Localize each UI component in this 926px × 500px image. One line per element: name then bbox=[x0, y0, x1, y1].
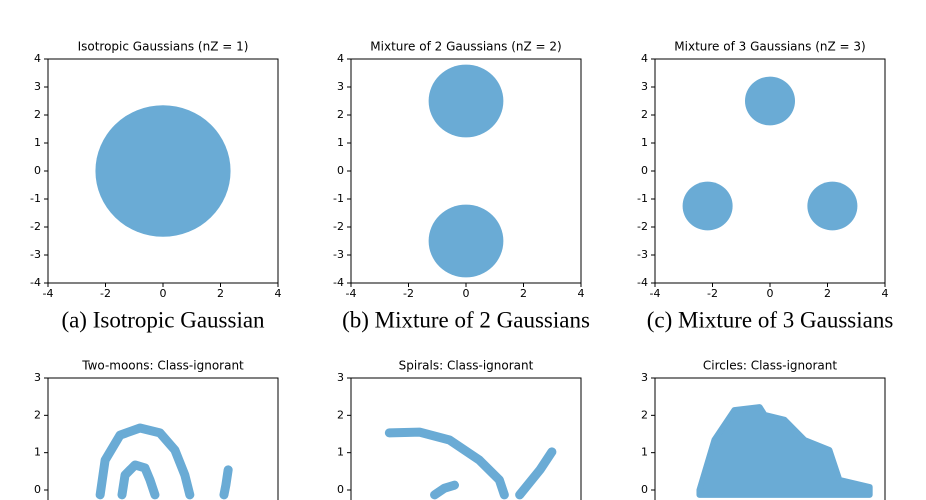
y-tick-label: 0 bbox=[641, 164, 648, 177]
y-tick-label: 2 bbox=[337, 408, 344, 421]
y-tick-label: 0 bbox=[34, 164, 41, 177]
y-tick-label: 0 bbox=[337, 164, 344, 177]
y-tick-label: -1 bbox=[637, 192, 648, 205]
y-tick-label: 4 bbox=[337, 52, 344, 65]
x-tick-label: 4 bbox=[578, 287, 585, 300]
y-tick-label: -3 bbox=[30, 248, 41, 261]
y-tick-label: 3 bbox=[337, 80, 344, 93]
y-tick-label: 0 bbox=[337, 483, 344, 496]
x-tick-label: 2 bbox=[217, 287, 224, 300]
y-tick-label: 1 bbox=[34, 446, 41, 459]
sample-curve bbox=[384, 427, 557, 500]
caption: (b) Mixture of 2 Gaussians bbox=[342, 307, 590, 332]
y-tick-label: 1 bbox=[641, 446, 648, 459]
gaussian-blob bbox=[428, 204, 504, 278]
y-tick-label: 1 bbox=[337, 446, 344, 459]
gaussian-blob bbox=[428, 64, 504, 138]
plot-frame bbox=[350, 377, 582, 500]
y-tick-label: 2 bbox=[34, 408, 41, 421]
y-tick-label: 2 bbox=[337, 108, 344, 121]
caption: (a) Isotropic Gaussian bbox=[61, 307, 265, 332]
y-tick-label: -2 bbox=[333, 220, 344, 233]
y-tick-label: 1 bbox=[641, 136, 648, 149]
y-tick-label: 0 bbox=[34, 483, 41, 496]
y-tick-label: 2 bbox=[641, 108, 648, 121]
y-tick-label: -1 bbox=[333, 192, 344, 205]
y-tick-label: -3 bbox=[637, 248, 648, 261]
y-tick-label: 3 bbox=[641, 80, 648, 93]
y-tick-label: -3 bbox=[333, 248, 344, 261]
x-tick-label: 4 bbox=[882, 287, 889, 300]
y-tick-label: 4 bbox=[34, 52, 41, 65]
y-tick-label: -1 bbox=[30, 192, 41, 205]
subplot-title: Mixture of 3 Gaussians (nZ = 3) bbox=[674, 40, 865, 54]
subplot-title: Mixture of 2 Gaussians (nZ = 2) bbox=[370, 40, 561, 54]
x-tick-label: 0 bbox=[160, 287, 167, 300]
sample-curve bbox=[95, 423, 233, 500]
subplot-title: Spirals: Class-ignorant bbox=[399, 359, 534, 373]
y-tick-label: 0 bbox=[641, 483, 648, 496]
x-tick-label: -2 bbox=[707, 287, 718, 300]
x-tick-label: -2 bbox=[100, 287, 111, 300]
x-tick-label: 2 bbox=[520, 287, 527, 300]
y-tick-label: -4 bbox=[30, 276, 41, 289]
y-tick-label: -2 bbox=[637, 220, 648, 233]
x-tick-label: 0 bbox=[463, 287, 470, 300]
y-tick-label: 3 bbox=[641, 371, 648, 384]
x-tick-label: -4 bbox=[43, 287, 54, 300]
x-tick-label: 0 bbox=[767, 287, 774, 300]
sample-area bbox=[696, 404, 873, 498]
gaussian-blob bbox=[807, 181, 858, 231]
x-tick-label: -4 bbox=[650, 287, 661, 300]
y-tick-label: -4 bbox=[637, 276, 648, 289]
y-tick-label: -2 bbox=[30, 220, 41, 233]
x-tick-label: 4 bbox=[275, 287, 282, 300]
y-tick-label: 3 bbox=[34, 371, 41, 384]
y-tick-label: 2 bbox=[641, 408, 648, 421]
x-tick-label: 2 bbox=[824, 287, 831, 300]
y-tick-label: 2 bbox=[34, 108, 41, 121]
y-tick-label: 1 bbox=[337, 136, 344, 149]
y-tick-label: 1 bbox=[34, 136, 41, 149]
y-tick-label: 3 bbox=[337, 371, 344, 384]
gaussian-blob bbox=[95, 105, 231, 237]
gaussian-blob bbox=[682, 181, 733, 231]
y-tick-label: 4 bbox=[641, 52, 648, 65]
y-tick-label: 3 bbox=[34, 80, 41, 93]
y-tick-label: -4 bbox=[333, 276, 344, 289]
subplot-title: Circles: Class-ignorant bbox=[703, 359, 837, 373]
subplot-title: Isotropic Gaussians (nZ = 1) bbox=[78, 40, 249, 54]
x-tick-label: -4 bbox=[346, 287, 357, 300]
subplot-title: Two-moons: Class-ignorant bbox=[81, 359, 244, 373]
gaussian-blob bbox=[744, 76, 796, 126]
caption: (c) Mixture of 3 Gaussians bbox=[647, 307, 894, 332]
x-tick-label: -2 bbox=[403, 287, 414, 300]
